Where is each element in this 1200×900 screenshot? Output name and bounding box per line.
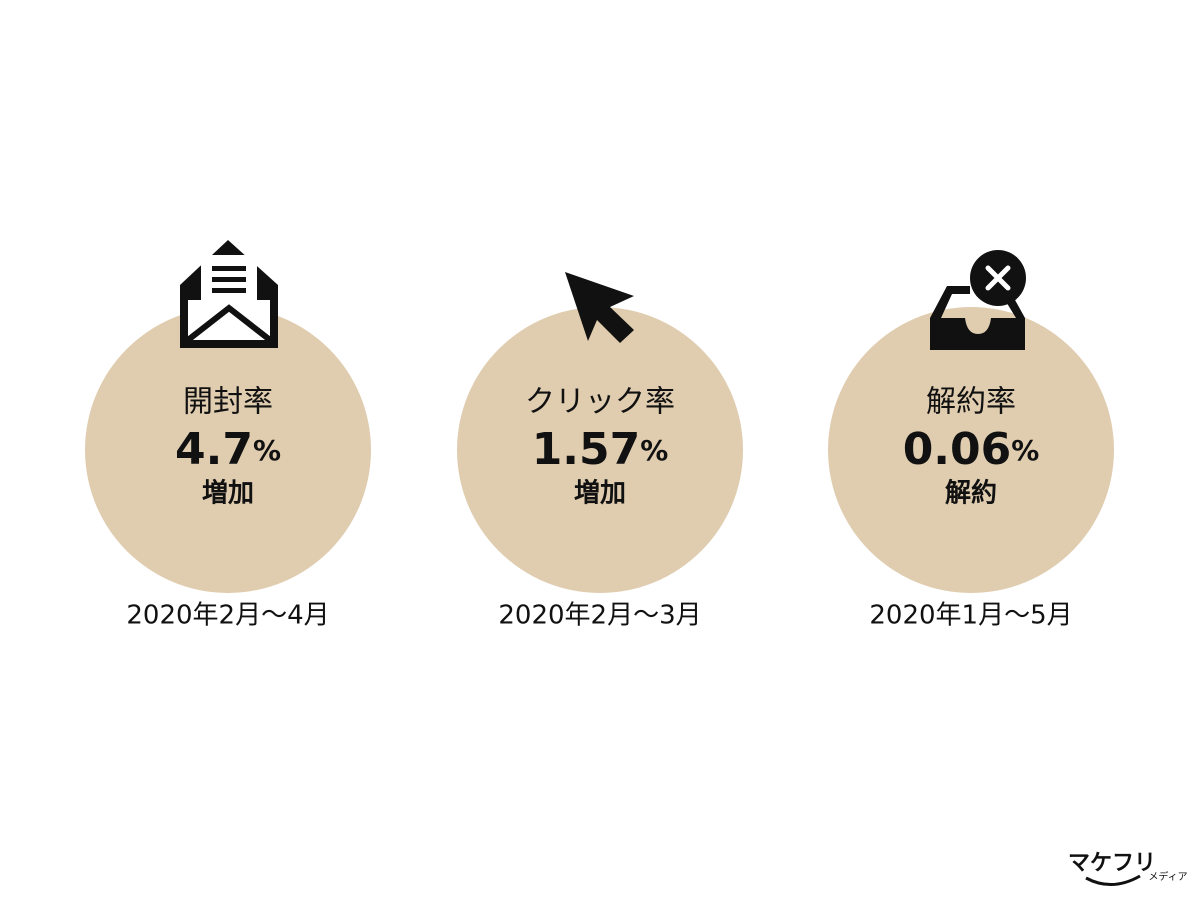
stat-number: 4.7 <box>175 424 253 475</box>
stat-number: 1.57 <box>532 424 641 475</box>
stat-label: クリック率 <box>525 385 675 420</box>
cards: 開封率 4.7% 増加 2020年2月〜4月 クリック率 1.57% 増加 2020年2月〜3… <box>85 307 1114 631</box>
stat-unit: % <box>640 434 668 467</box>
stat-card: クリック率 1.57% 増加 2020年2月〜3月 <box>457 307 743 631</box>
cursor-icon <box>565 272 634 343</box>
stat-period: 2020年1月〜5月 <box>869 601 1072 631</box>
stat-number: 0.06 <box>903 424 1012 475</box>
envelope-icon <box>180 240 278 348</box>
stat-label: 解約率 <box>926 385 1016 420</box>
stat-card: 開封率 4.7% 増加 2020年2月〜4月 <box>85 307 371 631</box>
stat-circle <box>828 307 1114 593</box>
stat-value: 0.06% <box>903 424 1040 475</box>
logo: マケフリ メディア <box>1068 851 1188 886</box>
stat-note: 増加 <box>574 479 626 509</box>
logo-sub: メディア <box>1148 870 1187 883</box>
stat-value: 1.57% <box>532 424 669 475</box>
stat-circle <box>85 307 371 593</box>
stat-circle <box>457 307 743 593</box>
stat-note: 増加 <box>202 479 254 509</box>
stat-unit: % <box>1011 434 1039 467</box>
logo-name: マケフリ <box>1068 851 1156 876</box>
stat-value: 4.7% <box>175 424 281 475</box>
stat-period: 2020年2月〜4月 <box>126 601 329 631</box>
unsubscribe-icon <box>930 250 1026 350</box>
stat-label: 開封率 <box>183 385 273 420</box>
logo-smile <box>1085 874 1141 886</box>
stat-note: 解約 <box>945 478 997 509</box>
stat-period: 2020年2月〜3月 <box>498 601 701 631</box>
stat-unit: % <box>253 434 281 467</box>
